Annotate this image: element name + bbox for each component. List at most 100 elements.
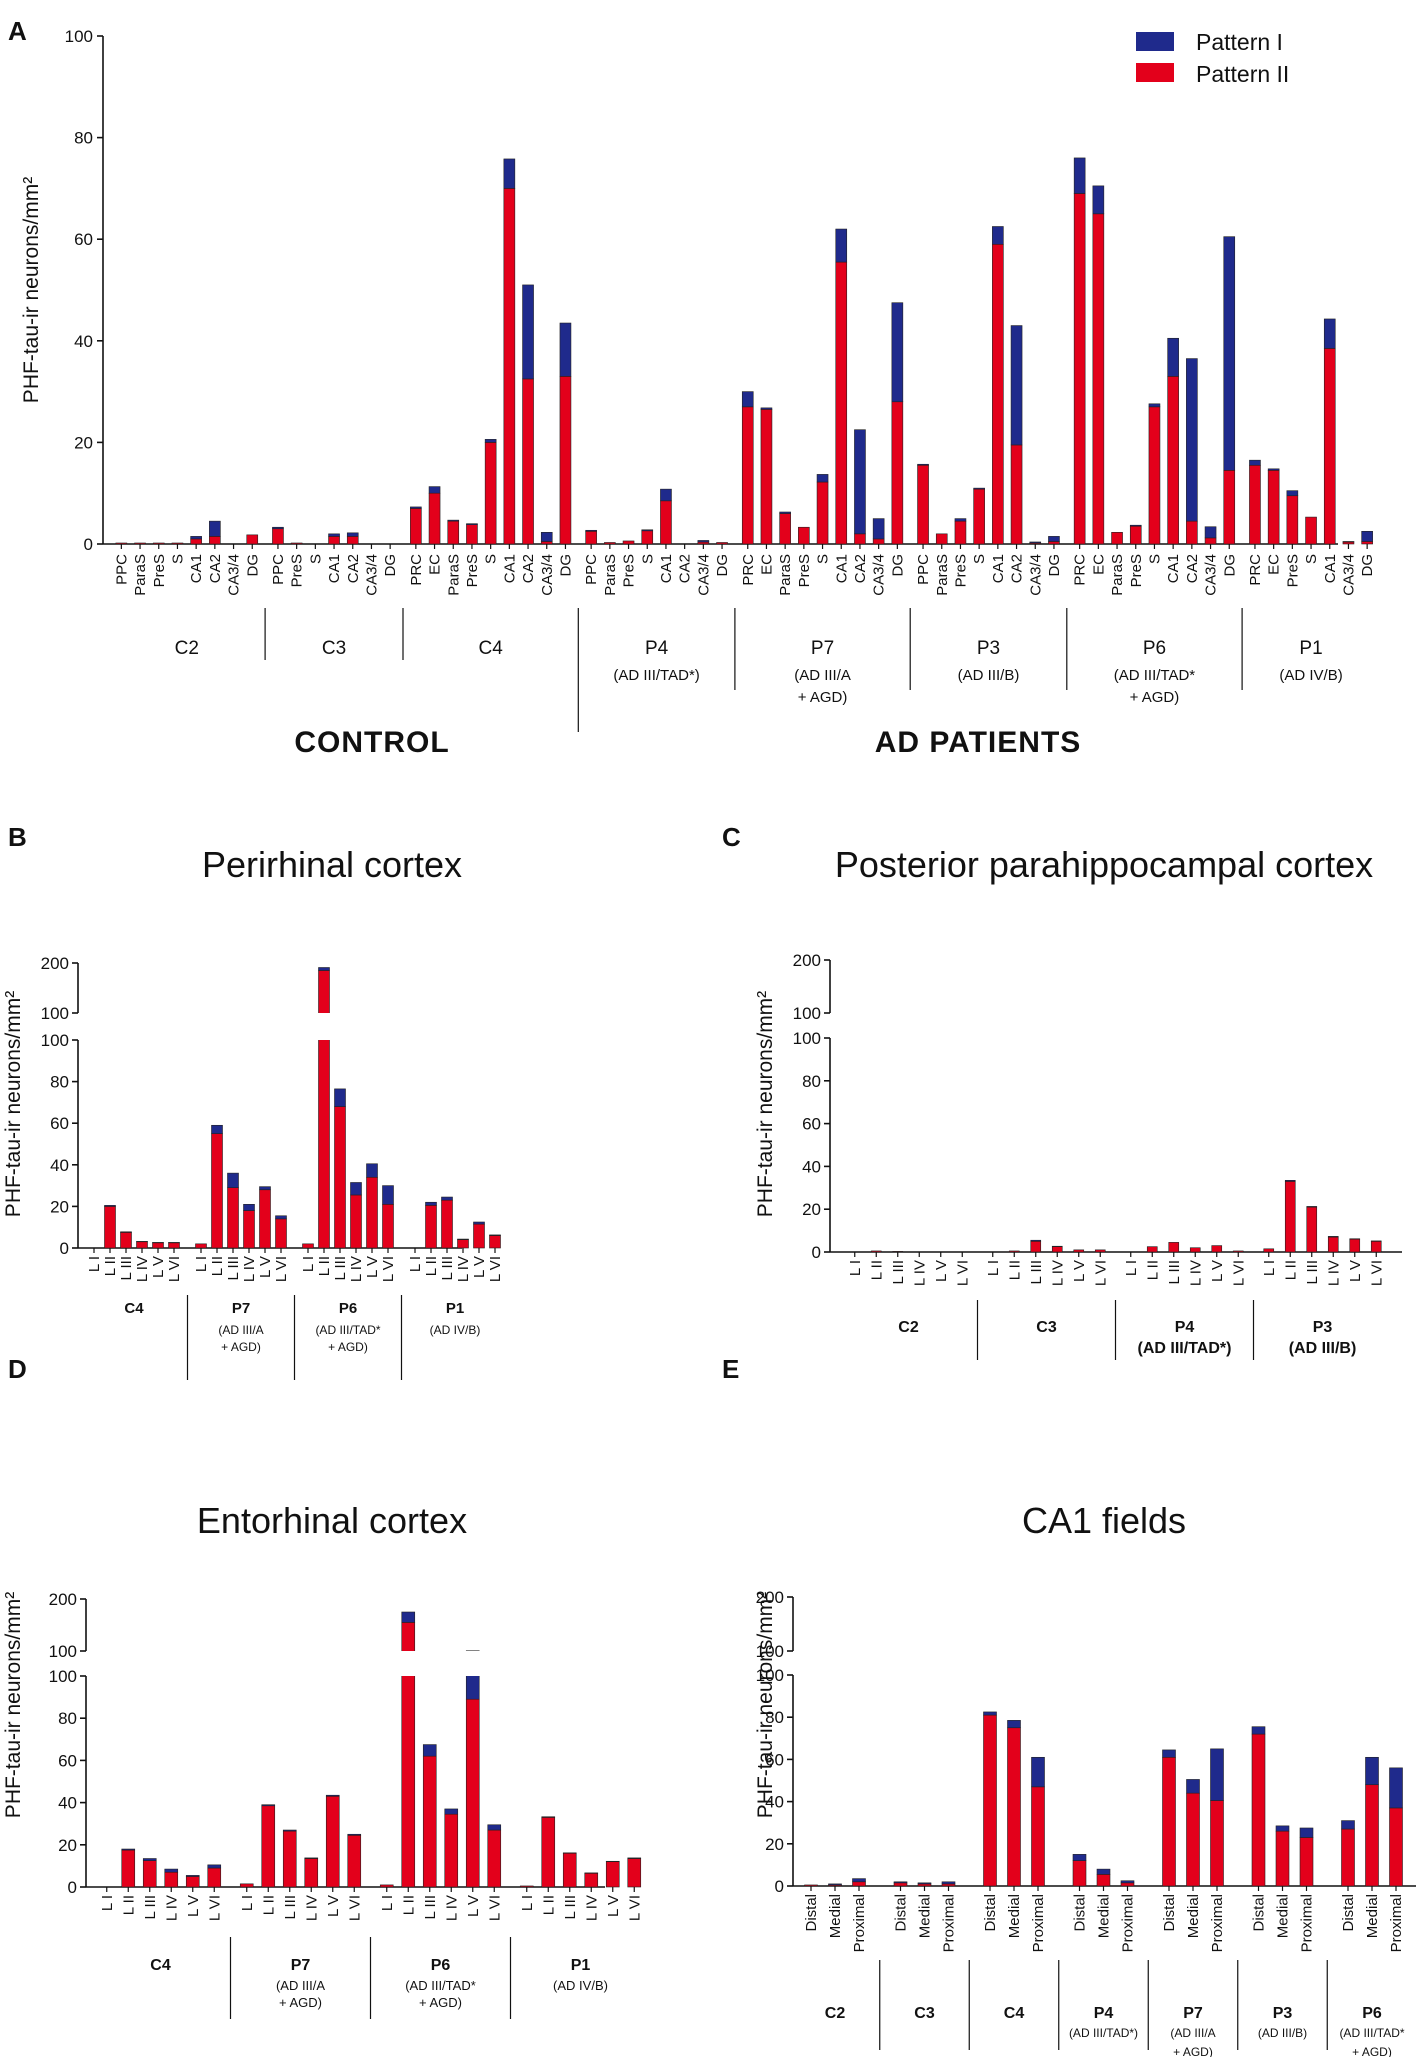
- bar-a-c2-ca1-pattern-ii: [190, 538, 202, 545]
- x-tick-label-d-p6-l-i: L I: [379, 1895, 396, 1911]
- case-sublabel-e-p7: + AGD): [1173, 2045, 1213, 2057]
- x-tick-label-c-p3-l-ii: L II: [1282, 1260, 1299, 1280]
- case-sublabel-b-p7: (AD III/A: [218, 1323, 263, 1337]
- case-label-c-p3: P3: [1313, 1319, 1333, 1336]
- bar-c-p4-l-v-pattern-ii: [1211, 1245, 1223, 1253]
- bar-a-p7-dg-pattern-ii: [891, 401, 904, 545]
- case-label-b-c4: C4: [124, 1300, 144, 1317]
- bar-a-p4-paras-pattern-ii: [604, 542, 616, 545]
- x-tick-label-c-p3-l-iii: L III: [1304, 1260, 1321, 1284]
- case-label-d-c4: C4: [150, 1957, 171, 1974]
- x-tick-label-b-c4-l-i: L I: [86, 1256, 103, 1272]
- bar-a-p3-ca2-pattern-i: [1010, 325, 1023, 446]
- panel-a-y-tick-label: 80: [74, 129, 93, 148]
- x-tick-label-c-c2-l-iii: L III: [890, 1260, 907, 1284]
- bar-a-p1-ca1-pattern-ii: [1323, 348, 1336, 545]
- x-tick-label-c-c2-l-ii: L II: [868, 1260, 885, 1280]
- d-y-tick-label: 200: [49, 1590, 77, 1609]
- c-y-tick-label: 40: [802, 1157, 821, 1176]
- bar-a-p3-dg-pattern-ii: [1048, 541, 1060, 545]
- case-label-e-p3: P3: [1273, 2005, 1293, 2022]
- x-tick-label-c-c3-l-vi: L VI: [1092, 1260, 1109, 1286]
- bar-d-c4-l-v-pattern-i: [185, 1875, 200, 1877]
- bar-a-c4-pres-pattern-ii: [466, 524, 478, 545]
- bar-d-p7-l-vi-pattern-ii: [347, 1835, 362, 1888]
- bar-a-p3-ppc-pattern-i: [917, 463, 929, 466]
- bar-e-c2-proximal-pattern-i: [852, 1878, 866, 1883]
- group-control-label: CONTROL: [294, 726, 449, 759]
- bar-b-p7-l-vi-pattern-i: [275, 1215, 287, 1220]
- d-y-tick-label: 100: [49, 1642, 77, 1661]
- x-tick-label-a-c3-ca2: CA2: [345, 554, 362, 583]
- x-tick-label-a-p1-ca1: CA1: [1322, 554, 1339, 583]
- bar-b-p7-l-ii-pattern-ii: [211, 1133, 223, 1249]
- bar-e-p4-distal-pattern-ii: [1072, 1860, 1087, 1887]
- x-tick-label-e-p3-medial: Medial: [1275, 1894, 1292, 1938]
- bar-b-c4-l-vi-pattern-ii: [168, 1242, 180, 1249]
- panel-a-ylabel: PHF-tau-ir neurons/mm²: [20, 177, 43, 403]
- bar-a-p7-prc-pattern-ii: [741, 406, 754, 545]
- x-tick-label-b-c4-l-ii: L II: [102, 1256, 119, 1276]
- bar-a-p4-dg-pattern-ii: [716, 542, 728, 545]
- x-tick-label-d-p1-l-vi: L VI: [626, 1895, 643, 1921]
- bar-e-p6-distal-pattern-i: [1341, 1820, 1355, 1830]
- x-tick-label-a-p3-paras: ParaS: [934, 554, 951, 596]
- bar-d-p1-l-iii-pattern-ii: [562, 1852, 577, 1888]
- bar-e-p6-distal-pattern-ii: [1341, 1828, 1355, 1887]
- bar-a-p6-s-pattern-i: [1148, 403, 1161, 408]
- bar-e-c4-medial-pattern-i: [1007, 1720, 1021, 1729]
- x-tick-label-c-p4-l-iii: L III: [1166, 1260, 1183, 1284]
- bar-d-p7-l-iii-pattern-ii: [282, 1830, 297, 1888]
- bar-b-p6-l-ii-pattern-ii: [318, 970, 330, 1249]
- bar-e-c4-medial-pattern-ii: [1007, 1727, 1021, 1887]
- x-tick-label-a-p7-paras: ParaS: [777, 554, 794, 596]
- x-tick-label-b-p6-l-iv: L IV: [348, 1256, 365, 1282]
- case-sublabel-a-p3: (AD III/B): [958, 667, 1020, 684]
- x-tick-label-e-p3-proximal: Proximal: [1299, 1894, 1316, 1952]
- d-y-tick-label: 40: [58, 1794, 77, 1813]
- e-y-tick-label: 200: [756, 1588, 784, 1607]
- x-tick-label-a-c2-s: S: [169, 554, 186, 564]
- bar-e-p4-proximal-pattern-ii: [1120, 1882, 1135, 1887]
- x-tick-label-b-p1-l-i: L I: [407, 1256, 424, 1272]
- e-y-tick-label: 0: [775, 1877, 784, 1896]
- x-tick-label-b-p7-l-v: L V: [257, 1256, 274, 1278]
- x-tick-label-d-p6-l-iii: L III: [422, 1895, 439, 1919]
- x-tick-label-a-c4-ca1: CA1: [501, 554, 518, 583]
- bar-b-p6-l-ii-pattern-i: [318, 967, 330, 971]
- case-label-e-p7: P7: [1183, 2005, 1203, 2022]
- bar-e-c2-medial-pattern-i: [828, 1883, 842, 1886]
- x-tick-label-e-c3-medial: Medial: [917, 1894, 934, 1938]
- bar-a-p7-ec-pattern-ii: [760, 409, 773, 545]
- case-label-a-p3: P3: [977, 638, 1000, 659]
- x-tick-label-a-p7-pres: PreS: [796, 554, 813, 587]
- axis-break-gap: [317, 1013, 331, 1040]
- bar-a-p6-ca1-pattern-i: [1167, 337, 1179, 377]
- bar-a-p3-ca1-pattern-i: [992, 226, 1004, 245]
- bar-a-c4-paras-pattern-i: [447, 519, 460, 522]
- bar-a-c4-paras-pattern-ii: [447, 520, 460, 545]
- x-tick-label-e-c4-medial: Medial: [1006, 1894, 1023, 1938]
- case-sublabel-d-p6: + AGD): [419, 1995, 462, 2010]
- b-y-tick-label: 0: [60, 1239, 69, 1258]
- x-tick-label-a-p6-prc: PRC: [1072, 554, 1089, 586]
- bar-e-p7-medial-pattern-i: [1186, 1779, 1200, 1794]
- bar-d-c4-l-iii-pattern-i: [142, 1858, 157, 1861]
- bar-e-p4-distal-pattern-i: [1072, 1854, 1087, 1861]
- bar-b-c4-l-iii-pattern-i: [120, 1231, 132, 1233]
- x-tick-label-d-c4-l-v: L V: [185, 1895, 202, 1917]
- bar-b-p7-l-iii-pattern-ii: [227, 1187, 239, 1249]
- bar-b-p7-l-vi-pattern-ii: [275, 1218, 287, 1249]
- x-tick-label-a-c4-prc: PRC: [408, 554, 425, 586]
- x-tick-label-c-p4-l-iv: L IV: [1187, 1260, 1204, 1286]
- bar-a-p3-pres-pattern-i: [954, 518, 967, 522]
- x-tick-label-d-p7-l-vi: L VI: [346, 1895, 363, 1921]
- x-tick-label-a-p6-paras: ParaS: [1109, 554, 1126, 596]
- bar-a-c4-ec-pattern-ii: [428, 492, 441, 545]
- bar-a-p3-dg-pattern-i: [1048, 536, 1060, 542]
- x-tick-label-c-p3-l-v: L V: [1347, 1260, 1364, 1282]
- bar-e-p6-medial-pattern-i: [1365, 1756, 1379, 1786]
- x-tick-label-e-p6-distal: Distal: [1340, 1894, 1357, 1932]
- bar-e-c4-distal-pattern-i: [983, 1711, 997, 1716]
